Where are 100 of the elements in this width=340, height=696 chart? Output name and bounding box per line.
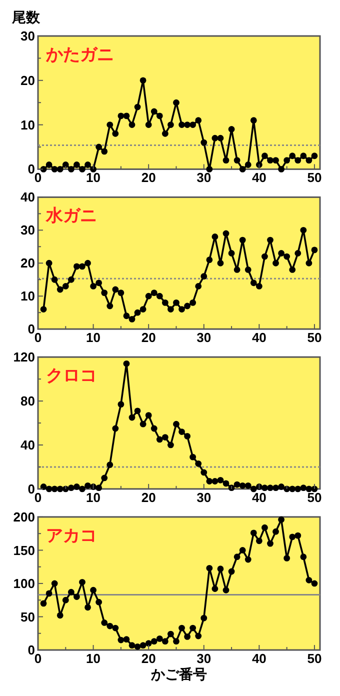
point — [145, 292, 152, 300]
point — [256, 283, 262, 290]
point — [51, 486, 58, 492]
y-tick-label: 30 — [20, 28, 35, 44]
y-axis-title: 尾数 — [11, 9, 41, 25]
x-tick-label: 30 — [196, 651, 212, 666]
point — [190, 454, 196, 460]
point — [262, 152, 268, 160]
point — [101, 148, 108, 155]
y-tick-label: 200 — [13, 509, 35, 524]
point — [190, 299, 196, 306]
point — [300, 484, 307, 492]
point — [244, 556, 252, 563]
point — [250, 486, 257, 492]
point — [128, 122, 136, 128]
x-axis-title: かご番号 — [150, 666, 207, 682]
x-tick-label: 40 — [252, 490, 266, 505]
point — [106, 122, 114, 128]
x-tick-label: 40 — [252, 330, 266, 346]
point — [222, 230, 230, 237]
x-tick-label: 50 — [307, 330, 322, 346]
point — [46, 260, 52, 266]
point — [234, 266, 240, 273]
point — [200, 614, 208, 622]
point — [123, 360, 130, 367]
point — [190, 624, 196, 632]
point — [222, 586, 230, 594]
point — [140, 77, 146, 84]
point — [51, 166, 58, 172]
point — [267, 157, 274, 164]
point — [250, 117, 257, 124]
point — [306, 576, 312, 584]
point — [234, 157, 240, 164]
point — [294, 486, 302, 492]
point — [150, 638, 158, 645]
point — [68, 276, 74, 283]
point — [284, 554, 290, 562]
point — [294, 250, 302, 256]
point — [278, 516, 284, 523]
point — [90, 166, 96, 172]
point — [239, 482, 246, 489]
point — [250, 530, 257, 536]
point — [56, 612, 64, 619]
point — [272, 484, 279, 492]
y-tick-label: 30 — [20, 222, 35, 238]
point — [289, 486, 296, 492]
point — [150, 108, 158, 115]
point — [128, 414, 136, 421]
point — [56, 166, 64, 172]
text: 水ガニ — [45, 206, 97, 226]
point — [134, 309, 141, 316]
point — [79, 166, 86, 172]
point — [217, 260, 224, 266]
point — [184, 432, 190, 440]
point — [190, 122, 196, 128]
point — [195, 283, 202, 290]
point — [228, 484, 235, 492]
y-tick-label: 50 — [20, 609, 35, 624]
point — [168, 306, 174, 312]
x-tick-label: 30 — [196, 330, 212, 346]
point — [46, 162, 52, 168]
point — [106, 622, 114, 630]
point — [156, 635, 163, 642]
y-tick-label: 80 — [20, 394, 35, 409]
point — [162, 434, 168, 440]
point — [84, 604, 91, 611]
point — [311, 152, 318, 160]
point — [173, 638, 180, 645]
point — [178, 624, 185, 632]
point — [173, 299, 180, 306]
point — [40, 166, 47, 172]
point — [74, 263, 80, 270]
point — [162, 638, 168, 645]
y-tick-label: 20 — [20, 72, 35, 88]
point — [84, 482, 91, 489]
point — [200, 273, 208, 280]
x-tick-label: 20 — [141, 170, 156, 186]
point — [206, 564, 213, 572]
x-tick-label: 10 — [86, 490, 101, 505]
point — [74, 484, 80, 490]
point — [79, 486, 86, 492]
point — [123, 112, 130, 120]
point — [112, 624, 119, 632]
point — [90, 283, 96, 290]
point — [101, 290, 108, 296]
point — [168, 630, 174, 638]
y-tick-label: 150 — [13, 542, 35, 558]
point — [96, 280, 102, 286]
point — [278, 166, 284, 172]
point — [300, 554, 307, 560]
point — [195, 460, 202, 467]
point — [178, 122, 185, 128]
point — [294, 157, 302, 164]
point — [234, 554, 240, 560]
point — [272, 528, 279, 535]
point — [134, 408, 141, 414]
point — [162, 299, 168, 306]
point — [150, 425, 158, 432]
point — [96, 144, 102, 150]
point — [262, 524, 268, 531]
